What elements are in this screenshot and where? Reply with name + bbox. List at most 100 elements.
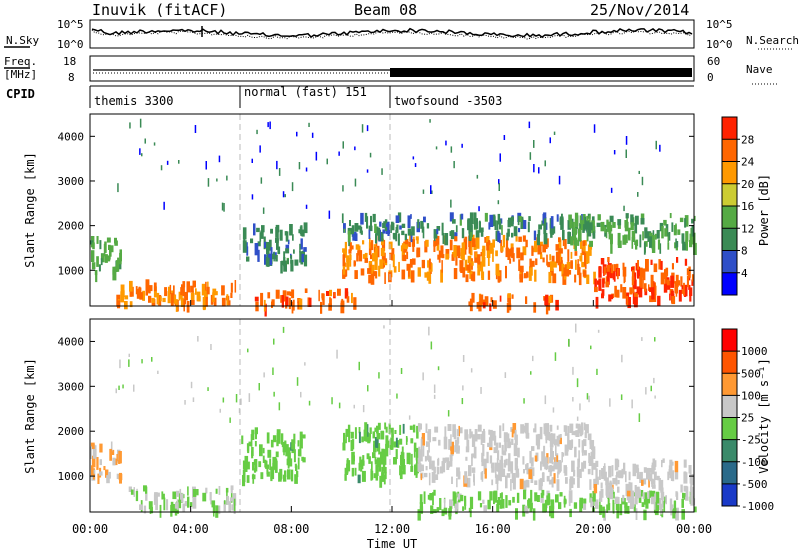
echo-cell (396, 440, 400, 448)
echo-cell (422, 226, 425, 239)
echo-cell (497, 272, 501, 277)
echo-cell (560, 216, 564, 230)
echo-cell (398, 261, 400, 272)
echo-speckle (575, 323, 577, 333)
echo-cell (533, 247, 538, 253)
echo-cell (501, 499, 505, 509)
echo-cell (453, 268, 458, 280)
colorbar-tick: 500 (741, 367, 761, 380)
echo-cell (545, 465, 548, 471)
echo-cell (686, 268, 690, 276)
echo-cell (504, 439, 507, 452)
echo-speckle (498, 183, 500, 191)
echo-cell (412, 424, 416, 433)
echo-cell (483, 458, 487, 472)
echo-cell (441, 509, 445, 517)
echo-cell (567, 270, 572, 275)
echo-cell (516, 492, 520, 503)
echo-cell (674, 281, 679, 294)
echo-cell (560, 256, 563, 269)
echo-cell (534, 480, 538, 485)
echo-cell (183, 299, 185, 312)
echo-cell (658, 259, 661, 270)
cpid-segment-1: themis 3300 (94, 94, 173, 108)
echo-cell (189, 502, 193, 507)
echo-cell (607, 257, 610, 262)
echo-cell (346, 255, 350, 263)
echo-cell (354, 270, 358, 279)
echo-cell (576, 466, 580, 478)
echo-cell (480, 228, 484, 237)
echo-cell (346, 458, 349, 469)
echo-cell (454, 232, 458, 237)
echo-cell (496, 477, 499, 491)
echo-cell (465, 274, 469, 283)
echo-cell (283, 257, 286, 267)
echo-cell (375, 271, 378, 279)
echo-cell (342, 248, 346, 253)
echo-cell (376, 457, 381, 468)
echo-cell (329, 297, 331, 310)
echo-cell (428, 472, 431, 486)
echo-cell (578, 267, 581, 278)
echo-speckle (412, 156, 415, 160)
echo-cell (563, 465, 567, 474)
echo-cell (416, 425, 419, 439)
echo-cell (549, 505, 553, 517)
echo-cell (275, 224, 280, 233)
echo-cell (242, 240, 247, 253)
echo-cell (562, 237, 565, 247)
echo-speckle (354, 146, 356, 151)
echo-cell (498, 470, 501, 481)
echo-cell (645, 497, 649, 509)
echo-cell (574, 239, 577, 251)
echo-cell (245, 242, 248, 249)
echo-cell (489, 429, 493, 439)
echo-cell (363, 429, 368, 442)
echo-cell (559, 248, 563, 254)
echo-speckle (437, 366, 440, 371)
echo-cell (388, 423, 391, 434)
echo-cell (489, 491, 493, 501)
echo-cell (364, 252, 368, 259)
echo-cell (613, 271, 616, 282)
echo-cell (574, 219, 579, 229)
echo-cell (573, 469, 576, 477)
echo-cell (229, 497, 234, 502)
echo-cell (689, 240, 693, 248)
echo-cell (382, 229, 386, 234)
colorbar-tick: 24 (741, 156, 755, 169)
echo-cell (475, 237, 480, 249)
echo-cell (518, 236, 522, 242)
echo-speckle (497, 200, 500, 205)
echo-cell (675, 274, 679, 288)
echo-cell (650, 274, 654, 288)
echo-cell (558, 502, 562, 510)
ytick-label: 3000 (58, 380, 85, 393)
echo-cell (426, 450, 429, 459)
echo-cell (563, 495, 566, 508)
echo-cell (495, 474, 499, 484)
echo-cell (642, 231, 644, 241)
echo-cell (530, 260, 535, 267)
echo-cell (505, 265, 507, 279)
echo-cell (329, 289, 332, 297)
echo-cell (511, 429, 514, 438)
echo-speckle (190, 381, 193, 389)
echo-cell (693, 506, 697, 513)
echo-cell (523, 489, 527, 500)
echo-cell (553, 226, 556, 234)
echo-speckle (311, 132, 314, 138)
echo-cell (276, 429, 281, 435)
echo-cell (528, 273, 532, 281)
echo-cell (221, 285, 225, 296)
echo-speckle (366, 125, 369, 132)
echo-cell (635, 508, 638, 520)
echo-speckle (470, 368, 473, 373)
echo-cell (404, 244, 408, 250)
echo-cell (119, 249, 122, 262)
freq-nave-block (390, 68, 692, 77)
colorbar-tick: 8 (741, 245, 748, 258)
echo-cell (649, 490, 652, 498)
echo-speckle (276, 160, 278, 170)
